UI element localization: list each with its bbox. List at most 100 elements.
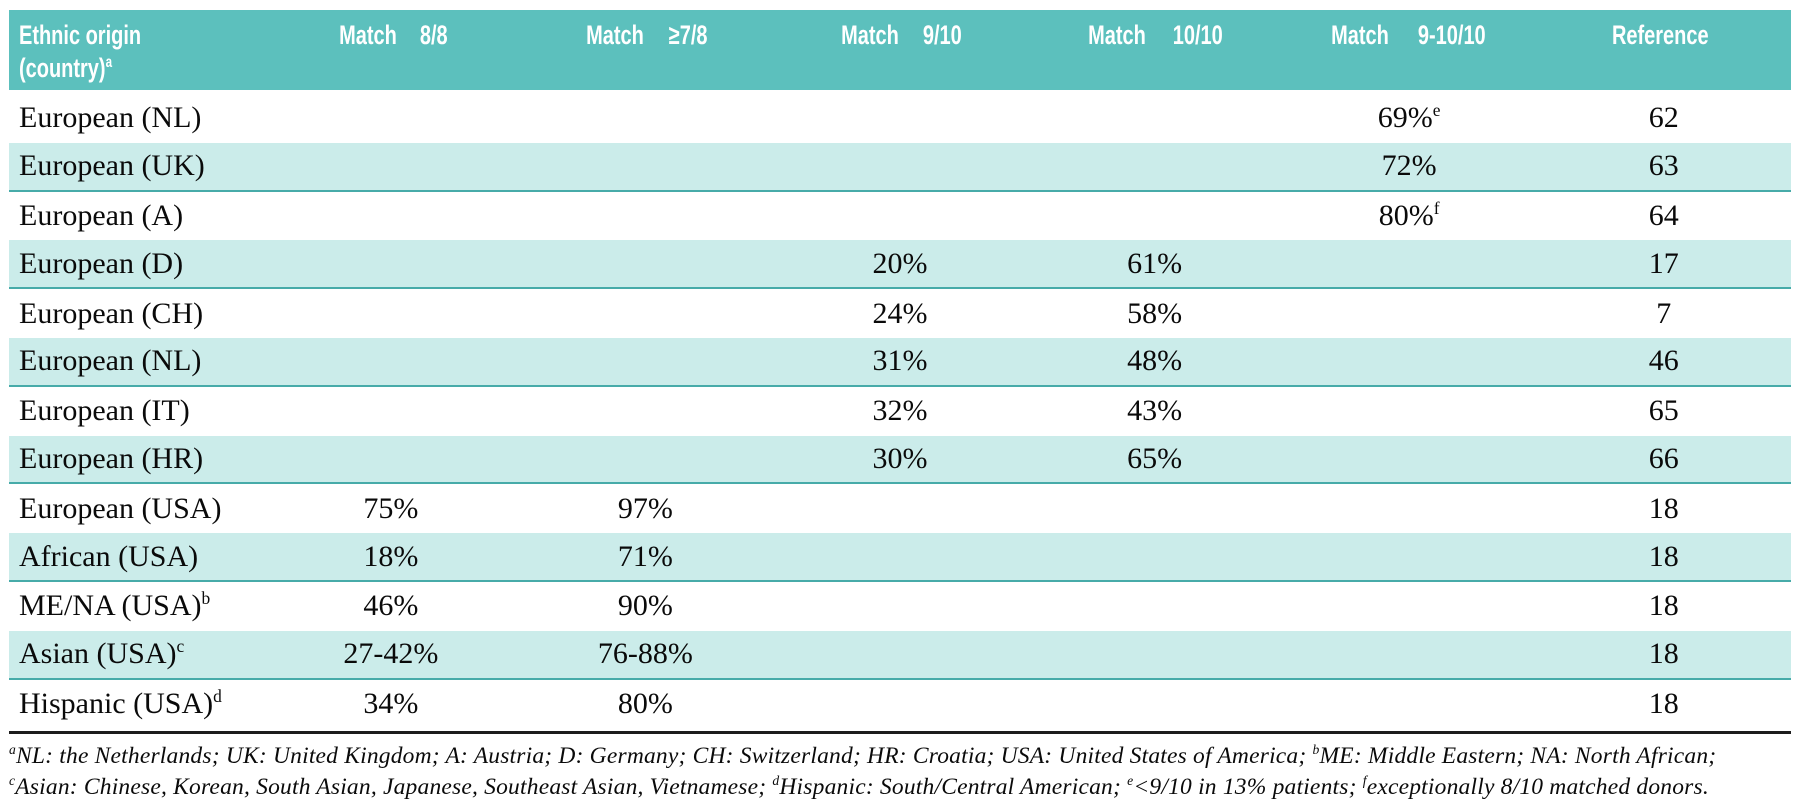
cell-match-9-10-10: 80%f bbox=[1378, 197, 1440, 232]
footnote-superscript: e bbox=[1127, 773, 1134, 789]
table-row: European (UK) 72% 63 bbox=[9, 142, 1791, 192]
header-line-1: Match bbox=[586, 20, 645, 50]
header-line-2: 9/10 bbox=[923, 20, 963, 50]
footnote-superscript: b bbox=[1312, 742, 1320, 758]
header-line-2: 8/8 bbox=[419, 20, 448, 50]
cell-match-ge7-8: 90% bbox=[617, 589, 673, 623]
table-row: European (CH) 24% 58% 7 bbox=[9, 289, 1791, 338]
cell-reference: 46 bbox=[1648, 344, 1679, 378]
cell-superscript: c bbox=[176, 636, 185, 657]
column-header-reference: Reference bbox=[1536, 19, 1791, 90]
table-row: European (A) 80%f 64 bbox=[9, 192, 1791, 241]
footnote-superscript: f bbox=[1362, 773, 1367, 789]
hla-match-table: Ethnic origin (country)a Match 8/8 Match… bbox=[9, 10, 1791, 802]
cell-ethnic-origin: European (NL) bbox=[19, 344, 202, 378]
cell-ethnic-origin: African (USA) bbox=[19, 539, 199, 573]
cell-reference: 17 bbox=[1648, 246, 1679, 280]
cell-reference: 18 bbox=[1648, 637, 1679, 671]
footnote-text: aNL: the Netherlands; UK: United Kingdom… bbox=[9, 742, 1717, 801]
cell-ethnic-origin: Asian (USA)c bbox=[19, 636, 185, 671]
table-row: European (HR) 30% 65% 66 bbox=[9, 435, 1791, 485]
cell-superscript: f bbox=[1433, 197, 1440, 218]
cell-match-9-10: 32% bbox=[872, 394, 928, 428]
column-header-match-8-8: Match 8/8 bbox=[264, 19, 519, 90]
header-line-2: ≥7/8 bbox=[668, 20, 708, 50]
cell-reference: 64 bbox=[1648, 198, 1679, 232]
column-header-match-10-10: Match 10/10 bbox=[1027, 19, 1282, 90]
cell-ethnic-origin: European (D) bbox=[19, 246, 184, 280]
header-line-1: Match bbox=[339, 20, 398, 50]
cell-reference: 65 bbox=[1648, 394, 1679, 428]
cell-match-8-8: 34% bbox=[363, 686, 419, 720]
cell-match-8-8: 27-42% bbox=[343, 637, 439, 671]
cell-match-8-8: 46% bbox=[363, 589, 419, 623]
cell-ethnic-origin: European (A) bbox=[19, 198, 184, 232]
table-row: ME/NA (USA)b 46% 90% 18 bbox=[9, 582, 1791, 631]
cell-reference: 66 bbox=[1648, 441, 1679, 475]
table-row: European (D) 20% 61% 17 bbox=[9, 240, 1791, 290]
cell-match-10-10: 48% bbox=[1127, 344, 1183, 378]
header-line-2: 9-10/10 bbox=[1418, 20, 1486, 50]
cell-superscript: b bbox=[201, 588, 211, 609]
cell-ethnic-origin: European (CH) bbox=[19, 296, 204, 330]
footnote-superscript: d bbox=[772, 773, 780, 789]
cell-match-8-8: 75% bbox=[363, 491, 419, 525]
header-line-1: Match bbox=[1330, 20, 1389, 50]
cell-reference: 18 bbox=[1648, 491, 1679, 525]
footnote-superscript: c bbox=[9, 773, 16, 789]
header-superscript: a bbox=[105, 54, 113, 71]
cell-reference: 7 bbox=[1656, 296, 1672, 330]
cell-ethnic-origin: European (NL) bbox=[19, 101, 202, 135]
cell-reference: 63 bbox=[1648, 149, 1679, 183]
header-line-1: Match bbox=[1088, 20, 1146, 50]
table-row: African (USA) 18% 71% 18 bbox=[9, 533, 1791, 582]
cell-ethnic-origin: European (HR) bbox=[19, 441, 204, 475]
cell-match-ge7-8: 76-88% bbox=[597, 637, 693, 671]
header-line-2: 10/10 bbox=[1172, 20, 1223, 50]
table-row: Asian (USA)c 27-42% 76-88% 18 bbox=[9, 630, 1791, 680]
cell-match-9-10: 24% bbox=[872, 296, 928, 330]
cell-match-ge7-8: 97% bbox=[617, 491, 673, 525]
cell-match-9-10: 31% bbox=[872, 344, 928, 378]
cell-match-ge7-8: 80% bbox=[617, 686, 673, 720]
cell-match-9-10: 20% bbox=[872, 246, 928, 280]
cell-ethnic-origin: European (IT) bbox=[19, 394, 190, 428]
cell-ethnic-origin: Hispanic (USA)d bbox=[19, 685, 222, 720]
cell-ethnic-origin: ME/NA (USA)b bbox=[19, 588, 211, 623]
cell-superscript: d bbox=[213, 685, 222, 706]
cell-ethnic-origin: European (UK) bbox=[19, 149, 205, 183]
cell-match-9-10-10: 69%e bbox=[1377, 100, 1441, 135]
cell-reference: 18 bbox=[1648, 589, 1679, 623]
table-row: Hispanic (USA)d 34% 80% 18 bbox=[9, 680, 1791, 729]
header-line-1: Match bbox=[841, 20, 899, 50]
header-line-1: Ethnic origin bbox=[19, 20, 142, 50]
cell-match-10-10: 61% bbox=[1127, 246, 1183, 280]
cell-match-9-10-10: 72% bbox=[1381, 149, 1437, 183]
cell-superscript: e bbox=[1432, 100, 1441, 121]
cell-reference: 62 bbox=[1648, 101, 1679, 135]
cell-reference: 18 bbox=[1648, 539, 1679, 573]
header-line-1: Reference bbox=[1611, 20, 1709, 50]
cell-match-10-10: 65% bbox=[1127, 441, 1183, 475]
cell-match-8-8: 18% bbox=[363, 539, 419, 573]
cell-reference: 18 bbox=[1648, 686, 1679, 720]
cell-ethnic-origin: European (USA) bbox=[19, 491, 222, 525]
cell-match-ge7-8: 71% bbox=[617, 539, 673, 573]
column-header-match-9-10-10: Match 9-10/10 bbox=[1282, 19, 1537, 90]
table-row: European (USA) 75% 97% 18 bbox=[9, 484, 1791, 533]
table-row: European (NL) 31% 48% 46 bbox=[9, 337, 1791, 387]
cell-match-10-10: 43% bbox=[1127, 394, 1183, 428]
header-line-2: (country)a bbox=[19, 53, 113, 83]
column-header-match-ge7-8: Match ≥7/8 bbox=[518, 19, 773, 90]
column-header-match-9-10: Match 9/10 bbox=[773, 19, 1028, 90]
table-row: European (IT) 32% 43% 65 bbox=[9, 387, 1791, 436]
table-header-row: Ethnic origin (country)a Match 8/8 Match… bbox=[9, 10, 1791, 90]
table-body: European (NL) 69%e 62 European (UK) 72% 63 Eur… bbox=[9, 94, 1791, 728]
footnote-divider bbox=[9, 731, 1791, 735]
cell-match-10-10: 58% bbox=[1127, 296, 1183, 330]
table-row: European (NL) 69%e 62 bbox=[9, 94, 1791, 143]
cell-match-9-10: 30% bbox=[872, 441, 928, 475]
footnote-superscript: a bbox=[9, 742, 17, 758]
column-header-ethnic-origin: Ethnic origin (country)a bbox=[9, 19, 264, 90]
